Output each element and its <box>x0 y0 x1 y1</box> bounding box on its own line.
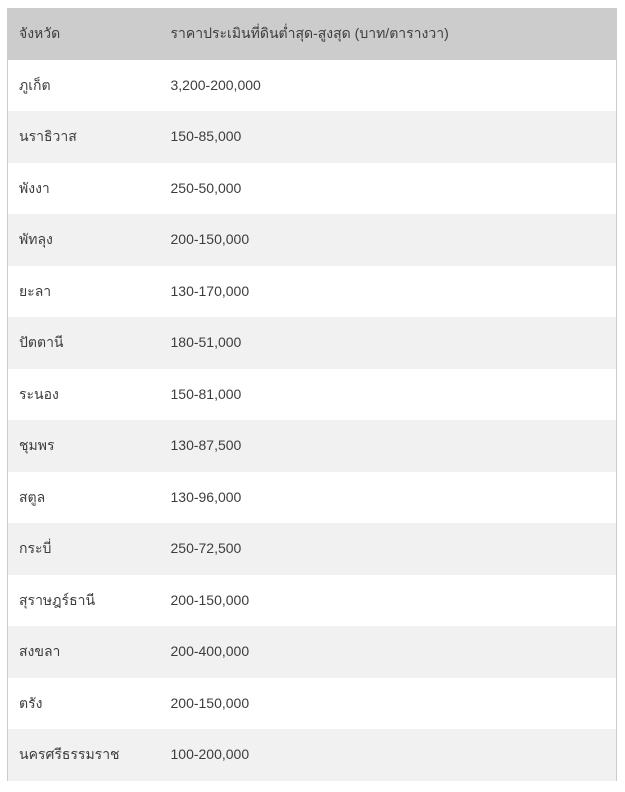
price-range-cell: 130-96,000 <box>170 488 242 505</box>
province-cell: นราธิวาส <box>19 128 77 145</box>
province-cell: พังงา <box>19 179 50 196</box>
province-cell: สตูล <box>19 488 46 505</box>
province-cell: สุราษฎร์ธานี <box>19 591 96 608</box>
table-row: สงขลา 200-400,000 <box>7 626 617 678</box>
province-price-table: จังหวัด ราคาประเมินที่ดินต่ำสุด-สูงสุด (… <box>7 8 617 781</box>
province-cell: ระนอง <box>19 385 59 402</box>
table-row: ชุมพร 130-87,500 <box>7 420 617 472</box>
table-row: ยะลา 130-170,000 <box>7 265 617 317</box>
province-cell: ตรัง <box>19 694 43 711</box>
price-range-cell: 200-150,000 <box>170 591 250 608</box>
table-row: สตูล 130-96,000 <box>7 471 617 523</box>
table-header: จังหวัด ราคาประเมินที่ดินต่ำสุด-สูงสุด (… <box>7 8 617 60</box>
province-cell: ยะลา <box>19 282 52 299</box>
province-cell: ภูเก็ต <box>19 76 51 93</box>
table-row: นราธิวาส 150-85,000 <box>7 111 617 163</box>
price-range-cell: 130-170,000 <box>170 282 250 299</box>
province-cell: พัทลุง <box>19 231 53 248</box>
table-row: กระบี่ 250-72,500 <box>7 523 617 575</box>
column-header-province: จังหวัด <box>7 8 160 60</box>
table-row: ปัตตานี 180-51,000 <box>7 317 617 369</box>
price-range-cell: 130-87,500 <box>170 437 242 454</box>
province-cell: ชุมพร <box>19 437 55 454</box>
price-range-cell: 150-81,000 <box>170 385 242 402</box>
province-cell: นครศรีธรรมราช <box>19 746 120 763</box>
price-range-cell: 250-50,000 <box>170 179 242 196</box>
table-row: พัทลุง 200-150,000 <box>7 214 617 266</box>
price-range-cell: 3,200-200,000 <box>170 76 261 93</box>
table-header-row: จังหวัด ราคาประเมินที่ดินต่ำสุด-สูงสุด (… <box>7 8 617 60</box>
province-cell: สงขลา <box>19 643 61 660</box>
land-price-table: จังหวัด ราคาประเมินที่ดินต่ำสุด-สูงสุด (… <box>7 8 617 781</box>
province-cell: กระบี่ <box>19 540 52 557</box>
table-row: สุราษฎร์ธานี 200-150,000 <box>7 574 617 626</box>
price-range-cell: 250-72,500 <box>170 540 242 557</box>
price-range-cell: 200-150,000 <box>170 694 250 711</box>
table-row: นครศรีธรรมราช 100-200,000 <box>7 729 617 781</box>
price-range-cell: 200-150,000 <box>170 231 250 248</box>
price-range-cell: 180-51,000 <box>170 334 242 351</box>
price-range-cell: 200-400,000 <box>170 643 250 660</box>
price-range-cell: 150-85,000 <box>170 128 242 145</box>
table-row: ตรัง 200-150,000 <box>7 677 617 729</box>
table-row: ภูเก็ต 3,200-200,000 <box>7 59 617 111</box>
price-range-cell: 100-200,000 <box>170 746 250 763</box>
column-header-price-range: ราคาประเมินที่ดินต่ำสุด-สูงสุด (บาท/ตารา… <box>159 8 617 60</box>
table-row: ระนอง 150-81,000 <box>7 368 617 420</box>
province-cell: ปัตตานี <box>19 334 64 351</box>
table-body: ภูเก็ต 3,200-200,000 นราธิวาส 150-85,000… <box>7 59 617 781</box>
table-row: พังงา 250-50,000 <box>7 162 617 214</box>
